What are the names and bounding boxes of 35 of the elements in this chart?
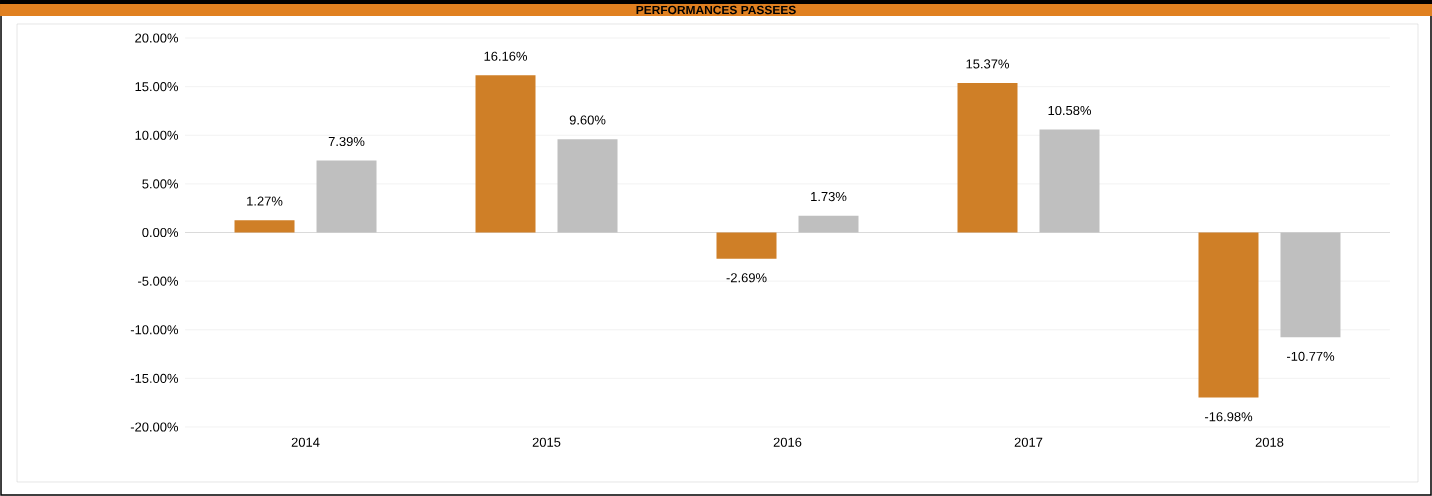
chart-title: PERFORMANCES PASSEES <box>636 5 796 15</box>
y-tick-label: -15.00% <box>130 373 179 383</box>
x-tick-label: 2015 <box>532 437 561 447</box>
y-tick-label: 0.00% <box>142 227 179 238</box>
data-label: 15.37% <box>966 59 1010 69</box>
bar <box>957 83 1018 233</box>
x-tick-label: 2018 <box>1255 437 1284 447</box>
x-tick-label: 2017 <box>1014 437 1043 447</box>
data-label: 1.73% <box>811 191 847 202</box>
y-tick-label: 10.00% <box>135 130 179 140</box>
data-label: -2.69% <box>726 273 767 283</box>
y-tick-label: -5.00% <box>138 276 179 286</box>
bar <box>1198 232 1259 398</box>
bar <box>316 160 377 233</box>
bar <box>1280 232 1341 338</box>
y-tick-label: 15.00% <box>135 82 179 92</box>
bar <box>234 220 295 233</box>
bar <box>798 215 859 233</box>
data-label: 7.39% <box>328 136 365 147</box>
bar <box>475 75 536 233</box>
data-label: 10.58% <box>1048 105 1092 116</box>
data-label: 16.16% <box>484 51 528 61</box>
bar <box>716 232 777 259</box>
y-tick-label: 5.00% <box>142 179 179 189</box>
data-label: -10.77% <box>1286 351 1335 361</box>
y-tick-label: -20.00% <box>130 422 179 432</box>
data-label: 9.60% <box>569 115 606 125</box>
y-tick-label: 20.00% <box>135 33 179 43</box>
x-tick-label: 2016 <box>773 437 802 447</box>
x-tick-label: 2014 <box>291 437 320 447</box>
data-label: 1.27% <box>247 196 283 206</box>
y-tick-label: -10.00% <box>130 325 179 335</box>
data-label: -16.98% <box>1204 412 1253 422</box>
bar <box>1039 129 1100 233</box>
bar <box>557 139 618 233</box>
